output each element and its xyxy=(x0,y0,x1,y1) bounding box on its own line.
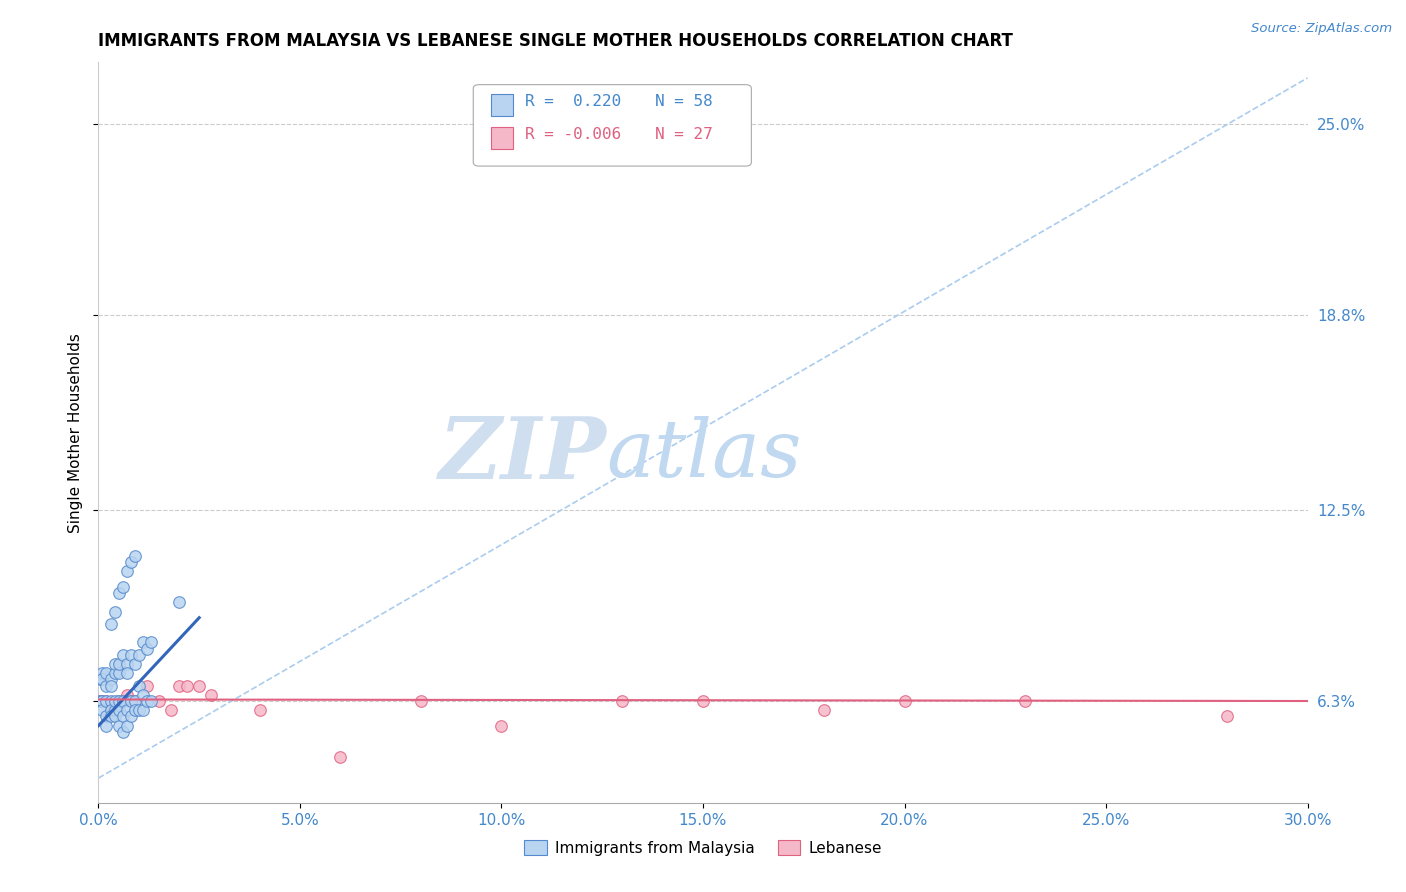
Point xyxy=(128,703,150,717)
Point xyxy=(167,595,190,609)
Point xyxy=(120,555,142,569)
Point xyxy=(100,703,122,717)
Point xyxy=(89,673,111,687)
Point xyxy=(96,666,118,681)
Point xyxy=(139,694,162,708)
Point xyxy=(115,666,138,681)
Point xyxy=(107,694,129,708)
Point xyxy=(329,749,352,764)
Point xyxy=(89,694,111,708)
Point xyxy=(124,549,146,563)
Point xyxy=(107,666,129,681)
Point xyxy=(128,648,150,662)
Point xyxy=(107,719,129,733)
Text: N = 58: N = 58 xyxy=(655,95,713,109)
Point xyxy=(167,679,190,693)
Text: atlas: atlas xyxy=(606,416,801,493)
Point xyxy=(100,679,122,693)
Point xyxy=(124,694,146,708)
Point xyxy=(103,605,125,619)
Point xyxy=(120,709,142,723)
Point xyxy=(176,679,198,693)
Text: Source: ZipAtlas.com: Source: ZipAtlas.com xyxy=(1251,22,1392,36)
FancyBboxPatch shape xyxy=(474,85,751,166)
Text: IMMIGRANTS FROM MALAYSIA VS LEBANESE SINGLE MOTHER HOUSEHOLDS CORRELATION CHART: IMMIGRANTS FROM MALAYSIA VS LEBANESE SIN… xyxy=(98,32,1014,50)
Point xyxy=(107,586,129,600)
Point xyxy=(813,703,835,717)
Point xyxy=(91,703,114,717)
Text: ZIP: ZIP xyxy=(439,413,606,497)
Point xyxy=(100,616,122,631)
Point xyxy=(96,694,118,708)
Point xyxy=(103,703,125,717)
Point xyxy=(135,694,157,708)
Legend: Immigrants from Malaysia, Lebanese: Immigrants from Malaysia, Lebanese xyxy=(519,834,887,862)
Point xyxy=(91,666,114,681)
Point xyxy=(135,641,157,656)
Point xyxy=(1014,694,1036,708)
Point xyxy=(111,694,134,708)
Point xyxy=(103,657,125,671)
Point xyxy=(692,694,714,708)
Point xyxy=(115,688,138,702)
Point xyxy=(107,657,129,671)
Point xyxy=(111,709,134,723)
Point xyxy=(409,694,432,708)
Point xyxy=(124,703,146,717)
Point xyxy=(100,694,122,708)
Point xyxy=(91,694,114,708)
Point xyxy=(111,724,134,739)
Text: N = 27: N = 27 xyxy=(655,127,713,142)
Text: R =  0.220: R = 0.220 xyxy=(526,95,621,109)
Point xyxy=(128,679,150,693)
Point xyxy=(148,694,170,708)
FancyBboxPatch shape xyxy=(492,127,513,149)
Point xyxy=(100,673,122,687)
Y-axis label: Single Mother Households: Single Mother Households xyxy=(67,333,83,533)
Point xyxy=(103,694,125,708)
Point xyxy=(96,679,118,693)
Point xyxy=(103,703,125,717)
Point xyxy=(120,694,142,708)
Point xyxy=(96,719,118,733)
Point xyxy=(115,657,138,671)
Point xyxy=(249,703,271,717)
Point xyxy=(115,565,138,579)
Point xyxy=(135,679,157,693)
Point xyxy=(107,703,129,717)
Point xyxy=(612,694,634,708)
Point xyxy=(111,694,134,708)
Point xyxy=(160,703,183,717)
Point xyxy=(132,703,155,717)
Point xyxy=(200,688,222,702)
Point xyxy=(491,719,513,733)
Point xyxy=(120,694,142,708)
Point xyxy=(89,694,111,708)
Point xyxy=(91,694,114,708)
Point xyxy=(139,635,162,649)
Point xyxy=(132,688,155,702)
Point xyxy=(893,694,915,708)
Point xyxy=(188,679,211,693)
Point xyxy=(107,694,129,708)
Point xyxy=(111,648,134,662)
Point xyxy=(120,648,142,662)
Point xyxy=(96,709,118,723)
Point xyxy=(103,666,125,681)
Point xyxy=(124,657,146,671)
Text: R = -0.006: R = -0.006 xyxy=(526,127,621,142)
Point xyxy=(100,703,122,717)
FancyBboxPatch shape xyxy=(492,95,513,117)
Point xyxy=(132,635,155,649)
Point xyxy=(100,709,122,723)
Point xyxy=(115,719,138,733)
Point xyxy=(103,709,125,723)
Point xyxy=(111,580,134,594)
Point xyxy=(91,673,114,687)
Point xyxy=(115,703,138,717)
Point xyxy=(96,694,118,708)
Point xyxy=(124,694,146,708)
Point xyxy=(1216,709,1239,723)
